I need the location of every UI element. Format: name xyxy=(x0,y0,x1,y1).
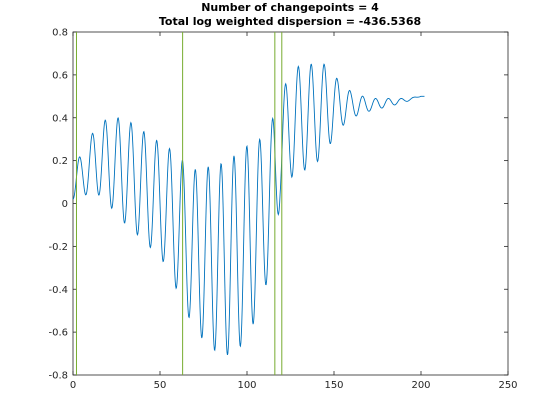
y-tick-label: 0 xyxy=(62,199,68,210)
y-tick-label: -0.4 xyxy=(48,285,68,296)
y-tick-label: -0.2 xyxy=(48,242,68,253)
y-tick-label: 0.4 xyxy=(52,113,68,124)
y-tick-label: 0.2 xyxy=(52,156,68,167)
chart-title: Number of changepoints = 4 xyxy=(201,1,379,14)
x-tick-label: 100 xyxy=(237,380,256,391)
y-tick-label: -0.8 xyxy=(48,371,68,382)
x-tick-label: 200 xyxy=(411,380,430,391)
axes-box xyxy=(72,31,509,376)
x-tick-label: 250 xyxy=(498,380,517,391)
y-tick-label: 0.8 xyxy=(52,28,68,39)
plot-area: 0 50 100 150 200 250 -0.8 -0.6 -0.4 -0.2 0 0.2 0.4 0.… xyxy=(48,28,517,392)
chart-subtitle: Total log weighted dispersion = -436.536… xyxy=(159,15,421,28)
y-tick-label: 0.6 xyxy=(52,70,68,81)
y-tick-label: -0.6 xyxy=(48,328,68,339)
x-tick-label: 50 xyxy=(154,380,167,391)
signal-line xyxy=(72,63,425,356)
x-tick-label: 0 xyxy=(70,380,76,391)
x-tick-label: 150 xyxy=(324,380,343,391)
